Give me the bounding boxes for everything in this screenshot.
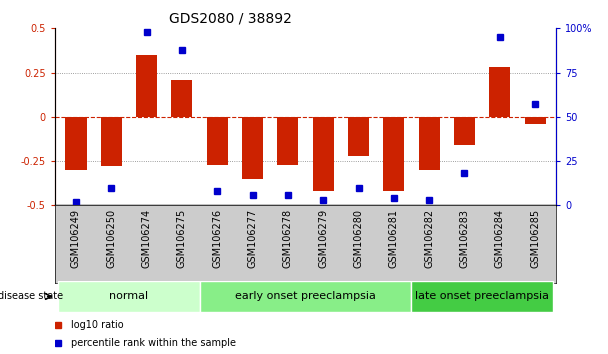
Bar xyxy=(525,117,546,124)
Text: percentile rank within the sample: percentile rank within the sample xyxy=(72,338,237,348)
Bar xyxy=(171,80,193,117)
Bar xyxy=(348,117,369,156)
Bar xyxy=(454,117,475,145)
Text: GSM106274: GSM106274 xyxy=(142,209,151,268)
Text: GSM106250: GSM106250 xyxy=(106,209,116,268)
Text: GSM106282: GSM106282 xyxy=(424,209,434,268)
Bar xyxy=(412,281,553,312)
Bar xyxy=(58,281,199,312)
Text: GSM106285: GSM106285 xyxy=(530,209,540,268)
Bar xyxy=(383,117,404,191)
Bar xyxy=(207,117,228,165)
Text: GSM106249: GSM106249 xyxy=(71,209,81,268)
Bar xyxy=(418,117,440,170)
Text: late onset preeclampsia: late onset preeclampsia xyxy=(415,291,549,302)
Text: early onset preeclampsia: early onset preeclampsia xyxy=(235,291,376,302)
Text: disease state: disease state xyxy=(0,291,63,302)
Text: GSM106279: GSM106279 xyxy=(318,209,328,268)
Text: GSM106278: GSM106278 xyxy=(283,209,293,268)
Bar xyxy=(65,117,86,170)
Bar xyxy=(101,117,122,166)
Text: GSM106276: GSM106276 xyxy=(212,209,222,268)
Bar xyxy=(242,117,263,179)
Text: normal: normal xyxy=(109,291,148,302)
Bar xyxy=(136,55,157,117)
Text: GSM106281: GSM106281 xyxy=(389,209,399,268)
Text: GSM106275: GSM106275 xyxy=(177,209,187,268)
Text: GSM106284: GSM106284 xyxy=(495,209,505,268)
Bar xyxy=(199,281,412,312)
Bar xyxy=(277,117,299,165)
Title: GDS2080 / 38892: GDS2080 / 38892 xyxy=(169,12,292,26)
Text: GSM106283: GSM106283 xyxy=(460,209,469,268)
Bar xyxy=(489,67,510,117)
Bar xyxy=(313,117,334,191)
Text: log10 ratio: log10 ratio xyxy=(72,320,124,330)
Text: GSM106280: GSM106280 xyxy=(353,209,364,268)
Text: GSM106277: GSM106277 xyxy=(247,209,258,268)
